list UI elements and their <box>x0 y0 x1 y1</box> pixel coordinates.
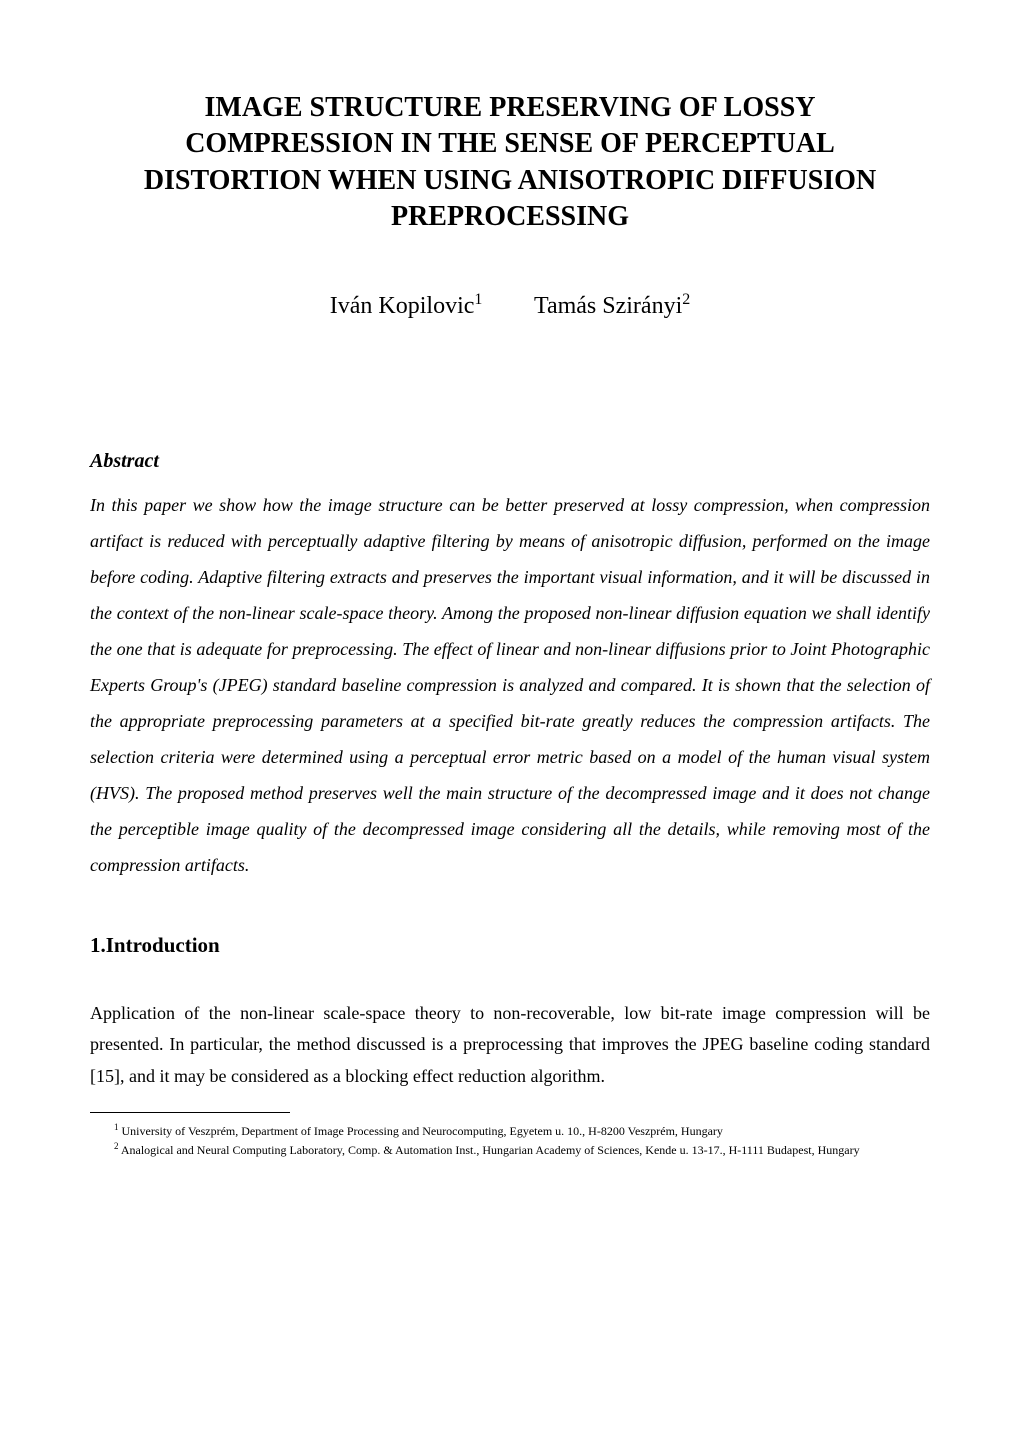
author-2-affiliation-sup: 2 <box>682 291 690 308</box>
abstract-heading: Abstract <box>90 450 930 473</box>
abstract-body: In this paper we show how the image stru… <box>90 487 930 883</box>
author-2-name: Tamás Szirányi <box>534 293 682 319</box>
author-1-name: Iván Kopilovic <box>330 293 475 319</box>
footnote-1: 1 University of Veszprém, Department of … <box>90 1121 930 1140</box>
footnote-2: 2 Analogical and Neural Computing Labora… <box>90 1140 930 1159</box>
authors-line: Iván Kopilovic1 Tamás Szirányi2 <box>90 291 930 320</box>
footnote-2-text: Analogical and Neural Computing Laborato… <box>119 1143 860 1157</box>
author-1-affiliation-sup: 1 <box>474 291 482 308</box>
footnote-separator <box>90 1112 290 1113</box>
section-1-paragraph-1: Application of the non-linear scale-spac… <box>90 998 930 1093</box>
paper-title: IMAGE STRUCTURE PRESERVING OF LOSSY COMP… <box>90 90 930 236</box>
footnotes-block: 1 University of Veszprém, Department of … <box>90 1121 930 1159</box>
section-1-heading: 1.Introduction <box>90 933 930 958</box>
footnote-1-text: University of Veszprém, Department of Im… <box>119 1124 723 1138</box>
